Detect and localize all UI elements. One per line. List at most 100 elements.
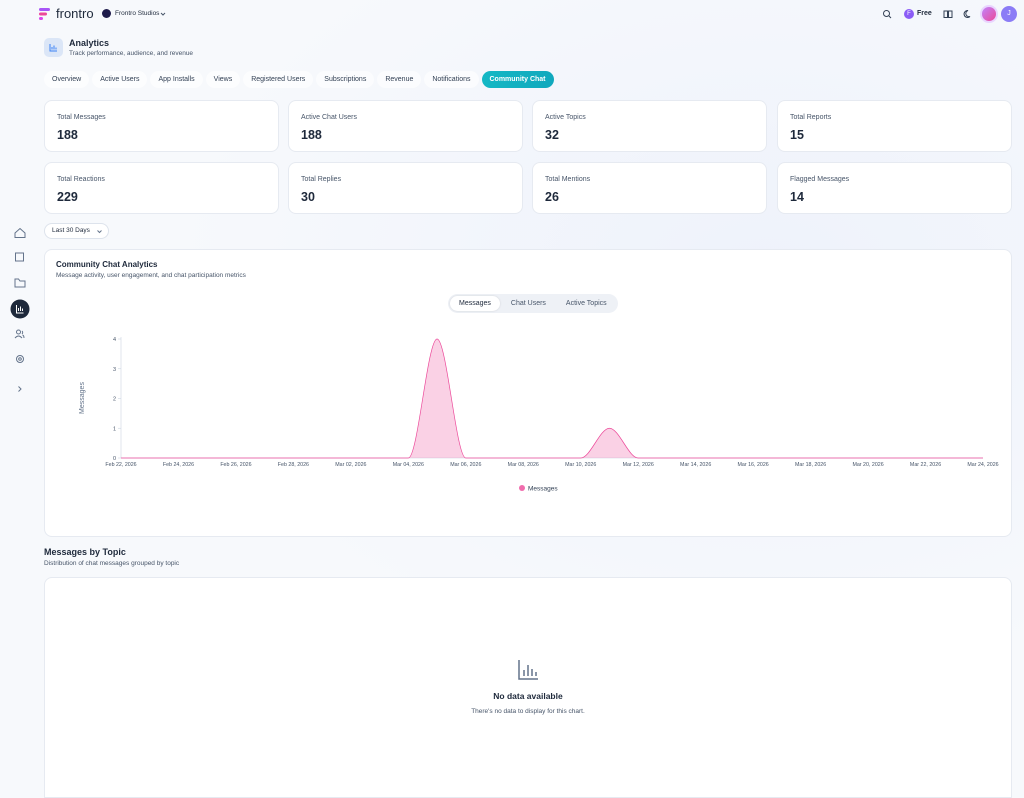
logo-icon [39, 8, 50, 20]
workspace-name[interactable]: Frontro Studios [115, 10, 160, 17]
stat-label: Active Chat Users [301, 114, 358, 121]
tab[interactable]: Community Chat [481, 71, 554, 88]
x-tick-label: Mar 12, 2026 [623, 462, 654, 468]
x-tick-label: Mar 16, 2026 [738, 462, 769, 468]
x-tick-label: Feb 22, 2026 [105, 462, 136, 468]
x-tick-label: Mar 08, 2026 [508, 462, 539, 468]
stat-label: Total Reactions [57, 176, 105, 183]
y-tick-label: 3 [113, 367, 116, 373]
workspace-chevron[interactable] [159, 10, 167, 18]
stat-card: Total Mentions 26 [532, 162, 767, 214]
nav-home[interactable] [14, 227, 26, 238]
date-range-label: Last 30 Days [52, 227, 90, 234]
theme-icon[interactable] [963, 9, 973, 19]
metric-option[interactable]: Chat Users [510, 300, 546, 307]
docs-icon[interactable] [943, 9, 953, 19]
stat-card: Total Messages 188 [44, 100, 279, 152]
chart: 0 1 2 3 4 Feb 22, 2026 Feb 24, 2026 Feb 26, 202… [79, 337, 999, 493]
tab[interactable]: Registered Users [243, 71, 314, 88]
tab[interactable]: Views [205, 71, 241, 88]
x-tick-label: Mar 14, 2026 [680, 462, 711, 468]
empty-icon [518, 660, 538, 680]
sidebar [10, 227, 30, 392]
empty-title: No data available [493, 691, 563, 701]
x-tick-label: Mar 02, 2026 [335, 462, 366, 468]
search-icon[interactable] [882, 9, 892, 19]
y-tick-label: 2 [113, 397, 116, 403]
nav-expand[interactable] [18, 386, 22, 392]
nav-users[interactable] [16, 329, 21, 335]
stat-label: Active Topics [545, 114, 586, 121]
section-title: Messages by Topic [44, 547, 126, 557]
x-tick-label: Mar 10, 2026 [565, 462, 596, 468]
stat-value: 26 [545, 190, 559, 204]
legend-swatch [519, 485, 525, 491]
stat-value: 14 [790, 190, 804, 204]
tab-bar: Overview Active Users App Installs Views Reg… [44, 71, 554, 88]
tab[interactable]: Revenue [377, 71, 422, 88]
x-tick-label: Mar 22, 2026 [910, 462, 941, 468]
tab[interactable]: Active Users [92, 71, 148, 88]
x-tick-label: Mar 24, 2026 [967, 462, 998, 468]
x-tick-label: Feb 24, 2026 [163, 462, 194, 468]
nav-folder[interactable] [14, 278, 26, 288]
topic-card: No data available There's no data to dis… [44, 577, 1012, 798]
stat-value: 32 [545, 128, 559, 142]
area [121, 339, 983, 458]
workspace-icon [102, 9, 111, 18]
stat-value: 188 [57, 128, 78, 142]
legend-label: Messages [528, 486, 558, 493]
stat-card: Total Reactions 229 [44, 162, 279, 214]
plan-badge: F [904, 9, 914, 19]
tab[interactable]: Overview [44, 71, 90, 88]
stat-value: 15 [790, 128, 804, 142]
user-avatar[interactable]: J [1001, 6, 1017, 22]
stat-label: Total Reports [790, 114, 832, 121]
x-tick-label: Feb 26, 2026 [220, 462, 251, 468]
page-icon [44, 38, 63, 57]
chart-title: Community Chat Analytics [56, 260, 158, 269]
stat-card: Total Reports 15 [777, 100, 1012, 152]
stat-value: 229 [57, 190, 78, 204]
stat-label: Total Messages [57, 114, 106, 121]
app-avatar[interactable] [980, 5, 998, 23]
date-range-select[interactable]: Last 30 Days [44, 223, 109, 239]
chart-subtitle: Message activity, user engagement, and c… [56, 272, 246, 279]
stat-label: Flagged Messages [790, 176, 850, 183]
x-tick-label: Feb 28, 2026 [278, 462, 309, 468]
empty-text: There's no data to display for this char… [471, 708, 585, 715]
section-subtitle: Distribution of chat messages grouped by… [44, 560, 180, 567]
x-tick-label: Mar 04, 2026 [393, 462, 424, 468]
page-subtitle: Track performance, audience, and revenue [69, 50, 194, 57]
area-line [120, 338, 983, 459]
y-tick-label: 0 [113, 456, 116, 462]
x-tick-label: Mar 06, 2026 [450, 462, 481, 468]
x-tick-label: Mar 20, 2026 [852, 462, 883, 468]
nav-layout[interactable] [15, 252, 24, 262]
y-tick-label: 1 [113, 426, 116, 432]
y-tick-label: 4 [113, 337, 116, 343]
stat-value: 30 [301, 190, 315, 204]
nav-settings[interactable] [16, 355, 24, 363]
plan-label[interactable]: Free [917, 10, 932, 17]
chart-card: Community Chat Analytics Message activit… [44, 249, 1012, 537]
brand: frontro [56, 6, 94, 21]
y-axis-label: Messages [79, 382, 86, 414]
stat-card: Total Replies 30 [288, 162, 523, 214]
stat-card: Flagged Messages 14 [777, 162, 1012, 214]
page-title: Analytics [69, 38, 110, 48]
stat-label: Total Replies [301, 176, 342, 183]
tab[interactable]: Notifications [424, 71, 479, 88]
stat-value: 188 [301, 128, 322, 142]
metric-toggle: Messages Chat Users Active Topics [448, 294, 618, 313]
stat-card: Active Topics 32 [532, 100, 767, 152]
stat-label: Total Mentions [545, 176, 591, 183]
x-tick-label: Mar 18, 2026 [795, 462, 826, 468]
metric-option[interactable]: Active Topics [565, 300, 607, 307]
metric-option[interactable]: Messages [450, 296, 500, 311]
stat-card: Active Chat Users 188 [288, 100, 523, 152]
tab[interactable]: App Installs [150, 71, 203, 88]
tab[interactable]: Subscriptions [316, 71, 375, 88]
